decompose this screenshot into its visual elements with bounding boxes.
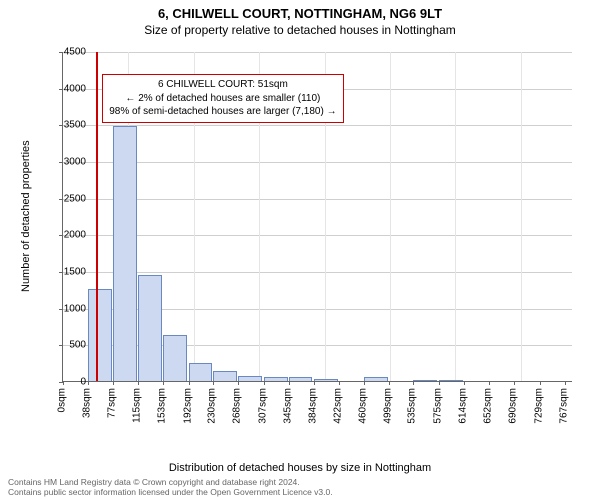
xtick-mark (88, 381, 89, 385)
xtick-label: 192sqm (182, 388, 193, 424)
gridline-v (455, 52, 456, 381)
page-subtitle: Size of property relative to detached ho… (0, 21, 600, 41)
gridline-h (63, 162, 572, 163)
xtick-mark (163, 381, 164, 385)
gridline-h (63, 272, 572, 273)
xtick-label: 153sqm (157, 388, 168, 424)
xtick-label: 307sqm (257, 388, 268, 424)
gridline-v (521, 52, 522, 381)
histogram-bar (264, 377, 288, 381)
xtick-label: 460sqm (357, 388, 368, 424)
xtick-label: 729sqm (533, 388, 544, 424)
xtick-label: 345sqm (282, 388, 293, 424)
xtick-label: 384sqm (308, 388, 319, 424)
y-axis-label: Number of detached properties (20, 141, 32, 293)
ytick-label: 2500 (46, 193, 86, 204)
footer-line-2: Contains public sector information licen… (8, 487, 333, 498)
annotation-line-3: 98% of semi-detached houses are larger (… (109, 105, 336, 119)
xtick-label: 0sqm (57, 388, 68, 412)
gridline-v (390, 52, 391, 381)
xtick-mark (264, 381, 265, 385)
xtick-label: 38sqm (81, 388, 92, 418)
xtick-mark (565, 381, 566, 385)
xtick-label: 422sqm (332, 388, 343, 424)
histogram-bar (163, 335, 187, 381)
histogram-bar (138, 275, 162, 381)
xtick-mark (189, 381, 190, 385)
histogram-bar (289, 377, 313, 381)
ytick-label: 1000 (46, 303, 86, 314)
ytick-label: 2000 (46, 230, 86, 241)
xtick-label: 690sqm (508, 388, 519, 424)
xtick-mark (540, 381, 541, 385)
xtick-label: 614sqm (458, 388, 469, 424)
xtick-label: 230sqm (207, 388, 218, 424)
xtick-mark (364, 381, 365, 385)
ytick-label: 1500 (46, 267, 86, 278)
xtick-mark (289, 381, 290, 385)
ytick-label: 3000 (46, 157, 86, 168)
xtick-label: 77sqm (107, 388, 118, 418)
histogram-bar (439, 380, 463, 381)
xtick-mark (464, 381, 465, 385)
xtick-mark (138, 381, 139, 385)
annotation-line-2: ← 2% of detached houses are smaller (110… (109, 92, 336, 106)
histogram-bar (113, 126, 137, 381)
gridline-h (63, 125, 572, 126)
xtick-mark (389, 381, 390, 385)
ytick-label: 4500 (46, 47, 86, 58)
xtick-label: 575sqm (432, 388, 443, 424)
histogram-bar (364, 377, 388, 381)
plot: 6 CHILWELL COURT: 51sqm← 2% of detached … (62, 52, 572, 382)
ytick-label: 0 (46, 377, 86, 388)
annotation-box: 6 CHILWELL COURT: 51sqm← 2% of detached … (102, 74, 343, 123)
histogram-bar (189, 363, 213, 381)
histogram-bar (238, 376, 262, 381)
page-title: 6, CHILWELL COURT, NOTTINGHAM, NG6 9LT (0, 0, 600, 21)
ytick-label: 500 (46, 340, 86, 351)
histogram-bar (314, 379, 338, 381)
xtick-label: 115sqm (132, 388, 143, 423)
histogram-bar (413, 380, 437, 381)
gridline-h (63, 52, 572, 53)
plot-area: 6 CHILWELL COURT: 51sqm← 2% of detached … (62, 52, 572, 382)
xtick-label: 652sqm (483, 388, 494, 424)
xtick-mark (238, 381, 239, 385)
histogram-bar (88, 289, 112, 381)
xtick-mark (439, 381, 440, 385)
xtick-mark (489, 381, 490, 385)
xtick-mark (413, 381, 414, 385)
xtick-mark (514, 381, 515, 385)
gridline-h (63, 235, 572, 236)
gridline-h (63, 199, 572, 200)
reference-line (96, 52, 98, 381)
xtick-mark (213, 381, 214, 385)
annotation-line-1: 6 CHILWELL COURT: 51sqm (109, 78, 336, 92)
footer: Contains HM Land Registry data © Crown c… (8, 477, 333, 498)
x-axis-label: Distribution of detached houses by size … (0, 462, 600, 474)
ytick-label: 4000 (46, 83, 86, 94)
xtick-label: 767sqm (558, 388, 569, 424)
xtick-label: 499sqm (383, 388, 394, 424)
xtick-label: 268sqm (232, 388, 243, 424)
chart-container: 6, CHILWELL COURT, NOTTINGHAM, NG6 9LT S… (0, 0, 600, 500)
ytick-label: 3500 (46, 120, 86, 131)
xtick-mark (113, 381, 114, 385)
histogram-bar (213, 371, 237, 381)
xtick-mark (314, 381, 315, 385)
footer-line-1: Contains HM Land Registry data © Crown c… (8, 477, 333, 488)
xtick-mark (339, 381, 340, 385)
xtick-label: 535sqm (406, 388, 417, 424)
